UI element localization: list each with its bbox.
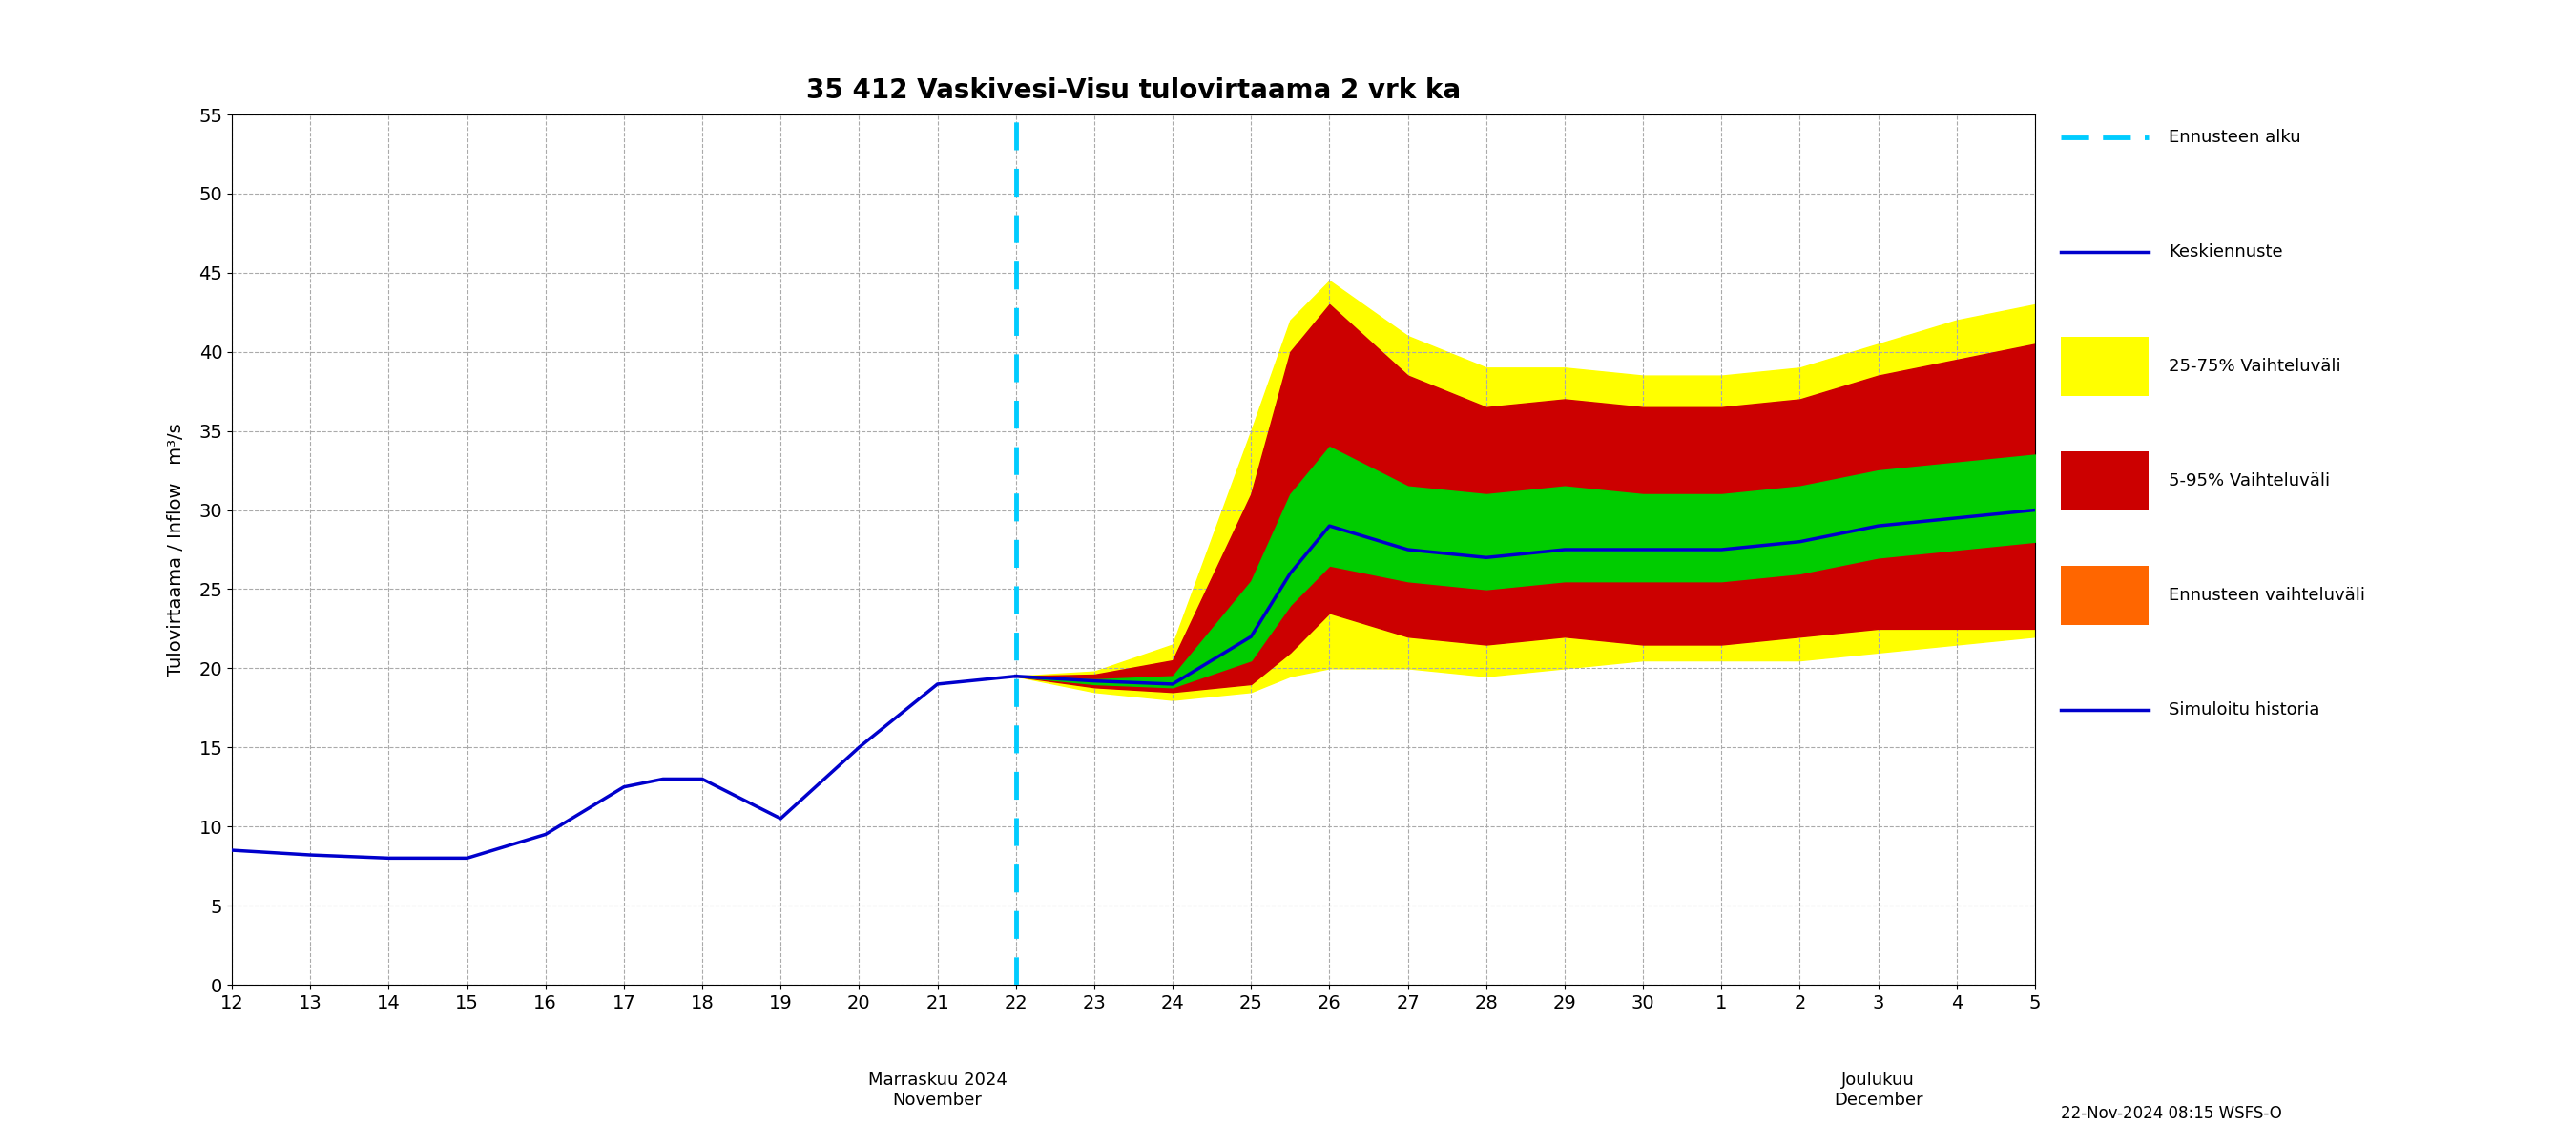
Text: Ennusteen vaihteluväli: Ennusteen vaihteluväli [2169, 586, 2365, 605]
Y-axis label: Tulovirtaama / Inflow   m³/s: Tulovirtaama / Inflow m³/s [167, 423, 185, 677]
Text: Keskiennuste: Keskiennuste [2169, 243, 2282, 260]
Title: 35 412 Vaskivesi-Visu tulovirtaama 2 vrk ka: 35 412 Vaskivesi-Visu tulovirtaama 2 vrk… [806, 78, 1461, 104]
Text: Marraskuu 2024
November: Marraskuu 2024 November [868, 1072, 1007, 1108]
Text: Simuloitu historia: Simuloitu historia [2169, 701, 2318, 719]
FancyBboxPatch shape [2061, 451, 2148, 511]
Text: Ennusteen alku: Ennusteen alku [2169, 128, 2300, 145]
Text: Joulukuu
December: Joulukuu December [1834, 1072, 1922, 1108]
FancyBboxPatch shape [2061, 566, 2148, 625]
Text: 22-Nov-2024 08:15 WSFS-O: 22-Nov-2024 08:15 WSFS-O [2061, 1105, 2282, 1122]
Text: 25-75% Vaihteluväli: 25-75% Vaihteluväli [2169, 357, 2342, 374]
FancyBboxPatch shape [2061, 337, 2148, 396]
Text: 5-95% Vaihteluväli: 5-95% Vaihteluväli [2169, 472, 2329, 490]
